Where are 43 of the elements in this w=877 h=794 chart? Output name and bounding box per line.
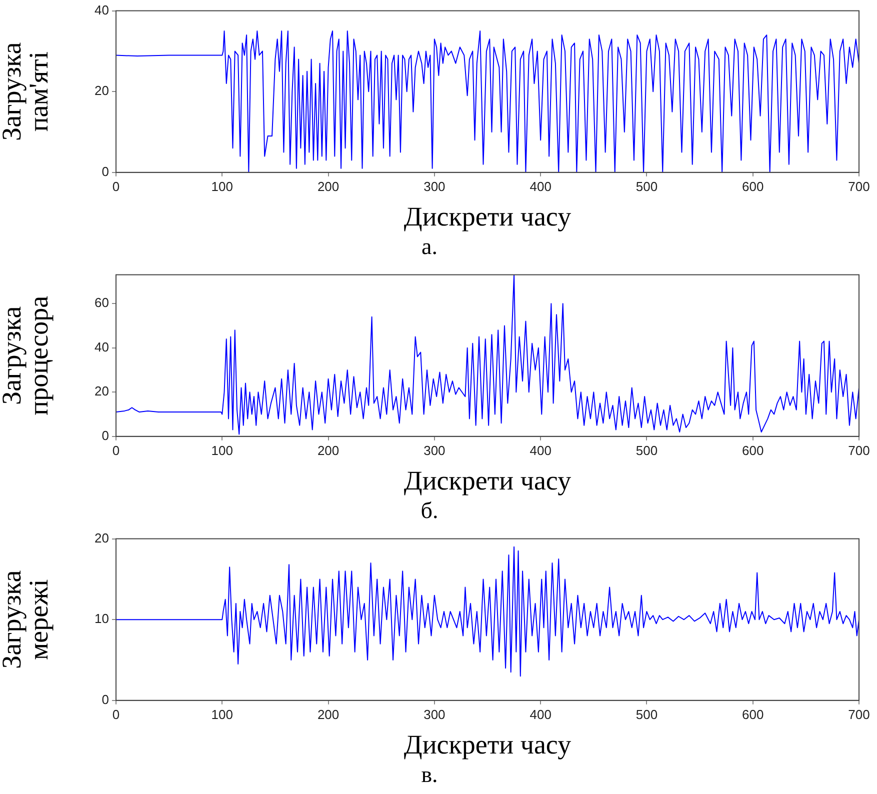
- x-tick-label: 100: [211, 442, 233, 458]
- x-tick-label: 300: [424, 706, 446, 722]
- text: б.: [420, 498, 438, 524]
- x-tick-label: 400: [530, 706, 552, 722]
- x-tick-label: 500: [636, 178, 658, 194]
- x-tick-label: 700: [848, 178, 870, 194]
- y-tick-label: 60: [94, 295, 109, 310]
- x-tick-label: 200: [317, 442, 340, 458]
- x-tick-label: 600: [742, 442, 764, 458]
- x-axis-title: Дискрети часу: [404, 465, 572, 496]
- x-tick-label: 500: [636, 442, 658, 458]
- text: а.: [422, 234, 438, 260]
- x-axis-title: Дискрети часу: [404, 201, 572, 232]
- y-axis-title: Загрузка процесора: [0, 296, 54, 416]
- x-tick-label: 200: [317, 706, 340, 722]
- x-tick-label: 200: [317, 178, 340, 194]
- x-tick-label: 100: [211, 706, 233, 722]
- y-tick-label: 20: [94, 83, 109, 98]
- y-tick-label: 20: [94, 384, 109, 399]
- y-tick-label: 20: [94, 530, 109, 546]
- x-tick-label: 100: [211, 178, 233, 194]
- y-tick-label: 10: [94, 611, 109, 626]
- x-tick-label: 700: [848, 706, 870, 722]
- x-tick-label: 600: [742, 706, 764, 722]
- x-tick-label: 0: [112, 178, 120, 194]
- x-tick-label: 300: [424, 442, 446, 458]
- x-tick-label: 300: [424, 178, 446, 194]
- y-axis-title: Загрузка пам'яті: [0, 42, 54, 141]
- x-tick-label: 0: [112, 442, 120, 458]
- y-tick-label: 0: [102, 164, 109, 179]
- x-tick-label: 600: [742, 178, 764, 194]
- x-tick-label: 500: [636, 706, 658, 722]
- x-tick-label: 400: [530, 178, 552, 194]
- y-axis-title: Загрузка мережі: [0, 570, 54, 669]
- y-tick-label: 40: [94, 339, 109, 354]
- y-tick-label: 0: [102, 428, 109, 443]
- x-tick-label: 700: [848, 442, 870, 458]
- y-tick-label: 0: [102, 692, 109, 707]
- y-tick-label: 40: [94, 2, 109, 18]
- text: в.: [421, 762, 438, 788]
- x-axis-title: Дискрети часу: [404, 729, 572, 760]
- x-tick-label: 0: [112, 706, 120, 722]
- x-tick-label: 400: [530, 442, 552, 458]
